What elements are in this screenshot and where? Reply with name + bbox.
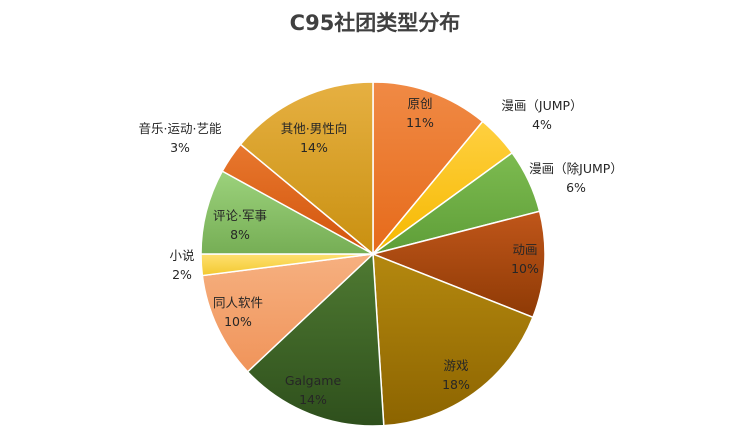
- slice-label: 同人软件: [213, 295, 263, 310]
- slice-label: 动画: [512, 242, 537, 257]
- slice-label: Galgame: [285, 373, 342, 388]
- slice-percent: 10%: [511, 261, 539, 276]
- pie-slices: [200, 81, 546, 427]
- slice-label: 音乐·运动·艺能: [139, 121, 222, 136]
- slice-percent: 8%: [230, 227, 250, 242]
- slice-percent: 11%: [406, 115, 434, 130]
- pie-slice-11: [239, 81, 374, 256]
- pie-slice-6: [246, 252, 385, 427]
- slice-percent: 14%: [299, 392, 327, 407]
- chart-title: C95社团类型分布: [290, 11, 461, 35]
- pie-slice-7: [201, 252, 376, 373]
- slice-label: 漫画（除JUMP）: [529, 161, 623, 176]
- slice-percent: 14%: [300, 140, 328, 155]
- slice-percent: 4%: [532, 117, 552, 132]
- slice-label: 小说: [169, 248, 194, 263]
- slice-percent: 18%: [442, 377, 470, 392]
- slice-label: 评论·军事: [213, 208, 267, 223]
- slice-percent: 3%: [170, 140, 190, 155]
- slice-percent: 2%: [172, 267, 192, 282]
- slice-percent: 10%: [224, 314, 252, 329]
- slice-label: 其他·男性向: [281, 121, 347, 136]
- pie-slice-4: [370, 210, 546, 319]
- slice-label: 原创: [407, 96, 432, 111]
- pie-slice-5: [372, 252, 534, 427]
- slice-labels: 原创 11% 漫画（JUMP） 4% 漫画（除JUMP） 6% 动画 10% 游戏 18% Galg…: [139, 96, 623, 407]
- slice-label: 漫画（JUMP）: [501, 98, 582, 113]
- pie-slice-1: [372, 81, 484, 257]
- slice-percent: 6%: [566, 180, 586, 195]
- slice-label: 游戏: [443, 358, 468, 373]
